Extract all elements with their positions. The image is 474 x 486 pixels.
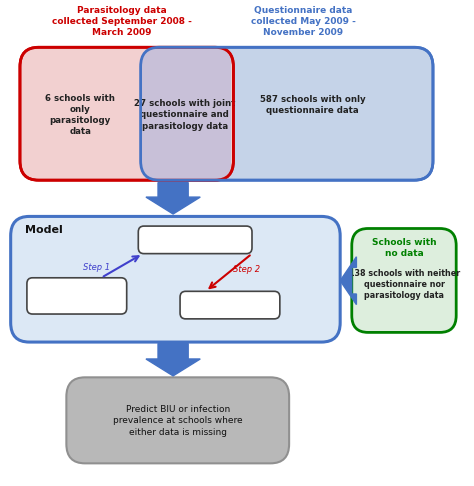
FancyBboxPatch shape	[180, 291, 280, 319]
Text: Questionnaire: Questionnaire	[164, 236, 227, 244]
Text: Parasitology data
collected September 2008 -
March 2009: Parasitology data collected September 20…	[52, 6, 192, 37]
Polygon shape	[146, 344, 200, 376]
FancyBboxPatch shape	[138, 226, 252, 254]
FancyBboxPatch shape	[141, 47, 231, 180]
FancyBboxPatch shape	[20, 47, 233, 180]
FancyBboxPatch shape	[11, 216, 340, 342]
Text: 27 schools with joint
questionnaire and
parasitology data: 27 schools with joint questionnaire and …	[134, 99, 236, 131]
Text: Schools with
no data: Schools with no data	[372, 238, 437, 258]
FancyBboxPatch shape	[352, 228, 456, 332]
Text: Environmental
covariates: Environmental covariates	[44, 286, 109, 306]
Text: Step 1: Step 1	[82, 262, 109, 272]
Polygon shape	[146, 183, 200, 214]
FancyBboxPatch shape	[141, 47, 433, 180]
Text: Questionnaire data
collected May 2009 -
November 2009: Questionnaire data collected May 2009 - …	[251, 6, 356, 37]
Text: 6 schools with
only
parasitology
data: 6 schools with only parasitology data	[46, 94, 115, 136]
Text: Step 2: Step 2	[233, 265, 261, 274]
Text: Parasitology: Parasitology	[202, 301, 258, 310]
Text: 138 schools with neither
questionnaire nor
parasitology data: 138 schools with neither questionnaire n…	[348, 269, 460, 300]
Text: 587 schools with only
questionnaire data: 587 schools with only questionnaire data	[259, 95, 365, 115]
FancyBboxPatch shape	[27, 278, 127, 314]
Text: Predict BIU or infection
prevalence at schools where
either data is missing: Predict BIU or infection prevalence at s…	[113, 404, 243, 437]
Text: Model: Model	[25, 225, 63, 235]
FancyBboxPatch shape	[66, 377, 289, 463]
Polygon shape	[340, 257, 356, 305]
